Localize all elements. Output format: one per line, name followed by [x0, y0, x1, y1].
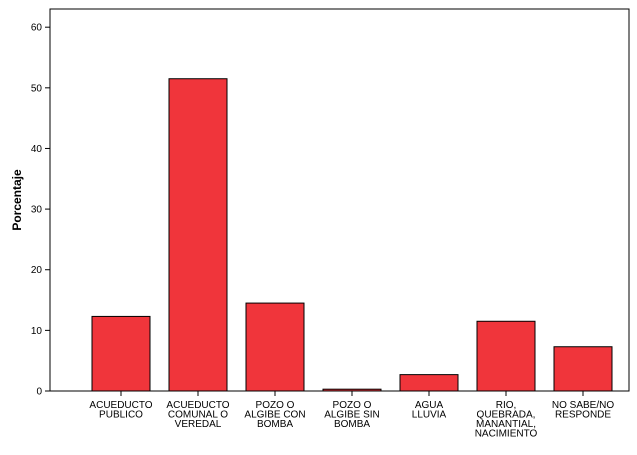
x-tick-label-line: VEREDAL: [175, 419, 222, 430]
x-tick-label: POZO O ALGIBE CON BOMBA: [244, 400, 305, 430]
x-tick-label: AGUA LLUVIA: [412, 400, 447, 421]
x-tick-label: ACUEDUCTO COMUNAL O VEREDAL: [166, 400, 229, 430]
x-tick-label-line: RESPONDE: [555, 410, 611, 421]
y-tick-label: 20: [31, 265, 43, 276]
x-tick-label: POZO O ALGIBE SIN BOMBA: [324, 400, 380, 430]
x-tick-label-line: ALGIBE SIN: [324, 410, 380, 421]
bar: [245, 302, 305, 392]
x-tick-label-line: POZO O: [256, 400, 295, 411]
x-tick-label-line: ACUEDUCTO: [89, 400, 152, 411]
bar-series: [91, 78, 613, 392]
x-tick-label-line: ALGIBE CON: [244, 410, 305, 421]
x-tick-label-line: AGUA: [415, 400, 444, 411]
y-tick-label: 60: [31, 23, 43, 34]
x-tick-label-line: QUEBRADA,: [477, 410, 536, 421]
y-tick-label: 0: [36, 387, 42, 398]
x-tick-label: ACUEDUCTO PUBLICO: [89, 400, 152, 421]
bar: [553, 346, 613, 392]
x-tick-label-line: NACIMIENTO: [475, 429, 538, 440]
x-tick-label-line: MANANTIAL,: [476, 419, 536, 430]
x-tick-label-line: BOMBA: [334, 419, 370, 430]
x-tick-label-line: LLUVIA: [412, 410, 447, 421]
x-tick-label: RIO, QUEBRADA, MANANTIAL, NACIMIENTO: [475, 400, 538, 440]
bar: [322, 388, 382, 392]
y-axis: 0 10 20 30 40 50 60: [31, 23, 50, 398]
x-tick-label-line: PUBLICO: [99, 410, 143, 421]
x-tick-label: NO SABE/NO RESPONDE: [552, 400, 614, 421]
x-tick-label-line: BOMBA: [257, 419, 293, 430]
y-tick-label: 10: [31, 326, 43, 337]
bar: [168, 78, 228, 392]
y-tick-label: 40: [31, 144, 43, 155]
y-axis-title: Porcentaje: [10, 169, 24, 231]
bar: [476, 320, 536, 392]
x-tick-label-line: NO SABE/NO: [552, 400, 614, 411]
x-tick-label-line: POZO O: [333, 400, 372, 411]
bar: [91, 315, 151, 392]
y-tick-label: 50: [31, 83, 43, 94]
x-tick-label-line: ACUEDUCTO: [166, 400, 229, 411]
x-tick-label-line: RIO,: [496, 400, 517, 411]
x-tick-label-line: COMUNAL O: [168, 410, 228, 421]
y-tick-label: 30: [31, 205, 43, 216]
bar: [399, 374, 459, 392]
